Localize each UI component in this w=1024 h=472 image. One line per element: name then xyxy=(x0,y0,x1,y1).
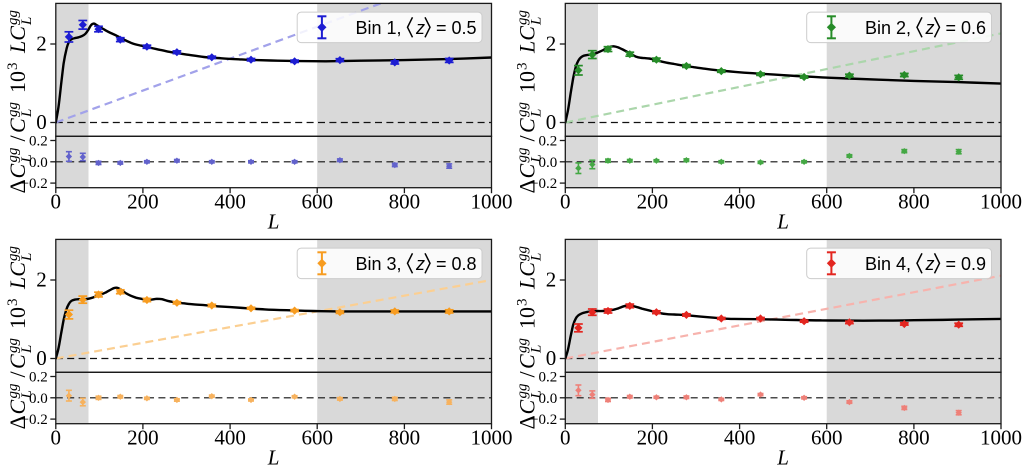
svg-text:2: 2 xyxy=(36,32,47,56)
svg-text:200: 200 xyxy=(127,190,159,214)
svg-text:1000: 1000 xyxy=(471,190,513,214)
svg-text:0.2: 0.2 xyxy=(539,370,558,386)
svg-text:400: 400 xyxy=(724,426,756,450)
svg-text:103LCggL: 103LCggL xyxy=(515,10,545,94)
svg-text:= 0.8: = 0.8 xyxy=(436,254,477,274)
svg-text:1000: 1000 xyxy=(471,426,513,450)
svg-text:0: 0 xyxy=(546,110,557,134)
svg-text:2: 2 xyxy=(546,32,557,56)
svg-text:Bin 1,: Bin 1, xyxy=(356,18,402,38)
svg-text:800: 800 xyxy=(898,190,930,214)
svg-text:0.2: 0.2 xyxy=(29,370,48,386)
svg-text:800: 800 xyxy=(389,426,421,450)
svg-text:−0.2: −0.2 xyxy=(530,412,557,428)
svg-text:103LCggL: 103LCggL xyxy=(5,246,35,330)
svg-text:0: 0 xyxy=(51,426,62,450)
svg-text:400: 400 xyxy=(724,190,756,214)
svg-text:400: 400 xyxy=(214,426,246,450)
svg-text:800: 800 xyxy=(389,190,421,214)
svg-text:= 0.6: = 0.6 xyxy=(946,18,987,38)
svg-text:0.0: 0.0 xyxy=(29,155,48,171)
svg-text:L: L xyxy=(776,210,789,234)
svg-text:103LCggL: 103LCggL xyxy=(5,10,35,94)
svg-text:= 0.5: = 0.5 xyxy=(436,18,477,38)
svg-text:L: L xyxy=(267,446,280,470)
svg-text:600: 600 xyxy=(811,426,843,450)
svg-text:200: 200 xyxy=(637,190,669,214)
svg-text:z: z xyxy=(415,18,425,38)
svg-text:400: 400 xyxy=(214,190,246,214)
svg-text:ΔCggL/CggL: ΔCggL/CggL xyxy=(5,338,35,430)
svg-text:200: 200 xyxy=(637,426,669,450)
svg-text:−0.2: −0.2 xyxy=(21,176,48,192)
svg-text:= 0.9: = 0.9 xyxy=(946,254,987,274)
svg-text:Bin 2,: Bin 2, xyxy=(865,18,911,38)
svg-text:ΔCggL/CggL: ΔCggL/CggL xyxy=(515,102,545,194)
svg-text:2: 2 xyxy=(36,268,47,292)
svg-text:200: 200 xyxy=(127,426,159,450)
svg-text:1000: 1000 xyxy=(980,190,1022,214)
svg-text:103LCggL: 103LCggL xyxy=(515,246,545,330)
svg-text:600: 600 xyxy=(301,190,333,214)
svg-text:0: 0 xyxy=(560,426,571,450)
svg-text:1000: 1000 xyxy=(980,426,1022,450)
svg-text:ΔCggL/CggL: ΔCggL/CggL xyxy=(5,102,35,194)
svg-text:0: 0 xyxy=(36,110,47,134)
svg-text:z: z xyxy=(415,254,425,274)
svg-text:Bin 3,: Bin 3, xyxy=(356,254,402,274)
svg-text:0: 0 xyxy=(51,190,62,214)
svg-text:0: 0 xyxy=(560,190,571,214)
svg-text:Bin 4,: Bin 4, xyxy=(865,254,911,274)
svg-text:0: 0 xyxy=(36,346,47,370)
svg-text:800: 800 xyxy=(898,426,930,450)
svg-text:0.2: 0.2 xyxy=(29,134,48,150)
svg-text:0.2: 0.2 xyxy=(539,134,558,150)
svg-text:0: 0 xyxy=(546,346,557,370)
svg-text:600: 600 xyxy=(301,426,333,450)
svg-text:L: L xyxy=(776,446,789,470)
svg-text:−0.2: −0.2 xyxy=(530,176,557,192)
svg-text:L: L xyxy=(267,210,280,234)
svg-text:0.0: 0.0 xyxy=(539,155,558,171)
svg-text:z: z xyxy=(925,254,935,274)
svg-text:600: 600 xyxy=(811,190,843,214)
svg-text:0.0: 0.0 xyxy=(29,391,48,407)
svg-text:2: 2 xyxy=(546,268,557,292)
svg-text:−0.2: −0.2 xyxy=(21,412,48,428)
svg-text:ΔCggL/CggL: ΔCggL/CggL xyxy=(515,338,545,430)
svg-text:0.0: 0.0 xyxy=(539,391,558,407)
svg-text:z: z xyxy=(925,18,935,38)
